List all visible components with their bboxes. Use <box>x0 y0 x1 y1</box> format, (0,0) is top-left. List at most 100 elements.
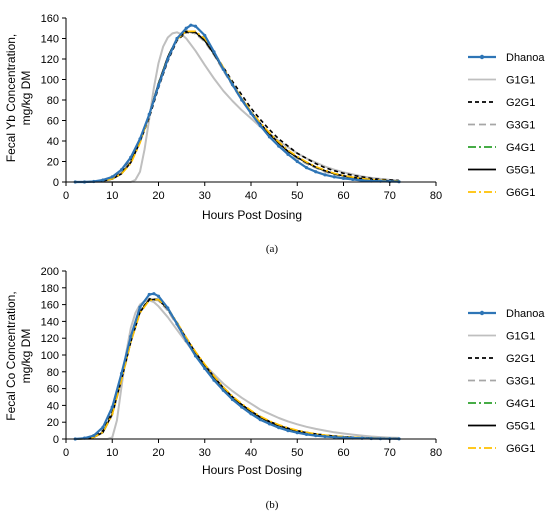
panel-b-series-dhanoa-point <box>166 306 170 310</box>
panel-a-series-dhanoa-point <box>221 67 225 71</box>
panel-b-series <box>73 292 401 441</box>
panel-a-legend-label: Dhanoa <box>506 52 545 64</box>
panel-b-y-tick-label: 120 <box>41 333 59 345</box>
panel-b-legend-item-g5g1: G5G1 <box>468 421 535 433</box>
panel-a-series-dhanoa-point <box>341 176 346 181</box>
panel-a-series <box>73 23 401 184</box>
panel-a-series-dhanoa-point <box>258 124 262 128</box>
panel-a-legend-item-g3g1: G3G1 <box>468 120 535 132</box>
panel-a-series-dhanoa-point <box>129 155 133 159</box>
panel-a-series-g2g1-line <box>75 31 400 183</box>
panel-b-series-g1g1-line <box>75 299 400 440</box>
panel-a-series-dhanoa-point <box>286 152 290 156</box>
panel-a-series-dhanoa-point <box>193 24 198 28</box>
panel-a-x-tick-label: 80 <box>430 190 442 202</box>
panel-a-series-dhanoa-point <box>295 159 299 164</box>
panel-b-legend: Dhanoa G1G1 G2G1 G3G1 G4G1 G5G1 G6G1 <box>468 308 545 455</box>
panel-b-series-dhanoa-point <box>156 294 161 298</box>
panel-a-series-dhanoa-point <box>360 178 364 183</box>
panel-a-legend-label: G5G1 <box>506 165 535 177</box>
panel-b-series-dhanoa-point <box>193 354 198 358</box>
panel-a-legend: Dhanoa G1G1 G2G1 G3G1 G4G1 G5G1 G6G1 <box>468 52 545 199</box>
panel-a-x-tick-label: 20 <box>152 190 164 202</box>
panel-a-y-tick-label: 20 <box>47 157 59 169</box>
panel-b-series-dhanoa-point <box>138 305 142 309</box>
panel-a-legend-label: G1G1 <box>506 75 535 87</box>
panel-b-y-tick-label: 40 <box>47 400 59 412</box>
panel-a-y-tick-label: 0 <box>53 177 59 189</box>
panel-a-legend-item-g4g1: G4G1 <box>468 142 535 154</box>
panel-b-series-dhanoa-point <box>258 418 262 422</box>
panel-a-legend-label: G4G1 <box>506 142 535 154</box>
panel-a-y-tick-label: 100 <box>41 75 59 87</box>
panel-a-legend-label: G6G1 <box>506 187 535 199</box>
panel-b: 0 20 40 60 80 100 120 140 160 180 200 0 10 20 30 40 50 60… <box>4 266 545 511</box>
panel-a-series-dhanoa-point <box>249 111 253 115</box>
panel-b-x-tick-label: 60 <box>337 447 349 459</box>
panel-a-series-dhanoa-point <box>184 26 188 30</box>
panel-b-legend-item-g6g1: G6G1 <box>468 443 535 455</box>
panel-b-x-tick-label: 70 <box>384 447 396 459</box>
panel-a-series-dhanoa-point <box>166 57 170 61</box>
panel-a-series-dhanoa-point <box>92 179 96 184</box>
panel-b-y-tick-label: 200 <box>41 266 59 278</box>
panel-b-legend-label: Dhanoa <box>506 308 545 320</box>
panel-b-y-tick-label: 140 <box>41 316 59 328</box>
panel-a-series-dhanoa-point <box>314 170 318 174</box>
panel-a-y-tick-label: 120 <box>41 54 59 66</box>
panel-a-series-dhanoa-point <box>119 168 124 172</box>
panel-a-legend-label: G3G1 <box>506 120 535 132</box>
panel-a-series-dhanoa-point <box>240 98 244 102</box>
panel-a-series-dhanoa-point <box>304 166 309 170</box>
panel-b-legend-label: G5G1 <box>506 421 535 433</box>
panel-b-y-axis-label-line2: mg/kg DM <box>19 329 33 384</box>
panel-a-x-axis-label: Hours Post Dosing <box>202 208 302 222</box>
panel-a-y-axis-label-line2: mg/kg DM <box>19 71 33 126</box>
panel-a-y-tick-label: 40 <box>47 136 59 148</box>
panel-a-series-dhanoa-point <box>101 178 105 182</box>
panel-a-series-dhanoa-point <box>156 84 161 88</box>
panel-b-legend-label: G2G1 <box>506 353 535 365</box>
panel-b-series-dhanoa-point <box>230 397 235 402</box>
panel-b-x-tick-label: 40 <box>245 447 257 459</box>
panel-a-x-tick-label: 60 <box>337 190 349 202</box>
panel-b-legend-marker <box>479 310 485 316</box>
panel-b-series-dhanoa-point <box>147 292 151 297</box>
panel-a-x-tick-label: 30 <box>199 190 211 202</box>
panel-b-legend-label: G6G1 <box>506 443 535 455</box>
panel-b-series-dhanoa-point <box>332 435 336 439</box>
panel-a-series-dhanoa-point <box>323 173 327 177</box>
panel-b-series-dhanoa-point <box>304 432 309 436</box>
panel-b-y-tick-label: 180 <box>41 283 59 295</box>
panel-b-series-dhanoa-point <box>119 371 124 376</box>
panel-b-series-dhanoa-point <box>240 405 244 409</box>
panel-a-series-dhanoa-point <box>277 144 281 148</box>
panel-b-x-tick-label: 20 <box>152 447 164 459</box>
panel-b-series-dhanoa-point <box>295 431 299 435</box>
panel-b-x-axis-label: Hours Post Dosing <box>202 463 302 477</box>
panel-b-series-g5g1-line <box>75 298 400 440</box>
panel-a-series-dhanoa-point <box>351 177 355 182</box>
panel-b-legend-label: G1G1 <box>506 331 535 343</box>
panel-b-series-dhanoa-point <box>203 366 207 371</box>
panel-b-series-dhanoa-point <box>129 334 133 339</box>
panel-a-legend-label: G2G1 <box>506 97 535 109</box>
panel-b-y-tick-label: 160 <box>41 300 59 312</box>
panel-a-legend-marker <box>479 54 485 60</box>
panel-a-series-dhanoa-point <box>212 50 216 54</box>
panel-a-series-g1g1-line <box>75 31 400 183</box>
panel-a-caption: (a) <box>266 243 279 255</box>
panel-b-y-tick-label: 20 <box>47 417 59 429</box>
panel-b-series-dhanoa-point <box>314 434 318 438</box>
panel-b-legend-label: G3G1 <box>506 376 535 388</box>
panel-b-series-dhanoa-point <box>341 436 346 440</box>
panel-a-series-dhanoa-point <box>138 137 142 141</box>
panel-b-series-dhanoa-point <box>369 436 373 441</box>
panel-a-y-tick-label: 60 <box>47 116 59 128</box>
panel-b-legend-item-dhanoa: Dhanoa <box>468 308 545 320</box>
panel-a-x-tick-label: 50 <box>291 190 303 202</box>
panel-b-caption: (b) <box>266 499 279 511</box>
panel-a-series-dhanoa-point <box>332 175 336 179</box>
panel-b-series-dhanoa-point <box>152 292 156 296</box>
panel-a-x-tick-label: 10 <box>106 190 118 202</box>
